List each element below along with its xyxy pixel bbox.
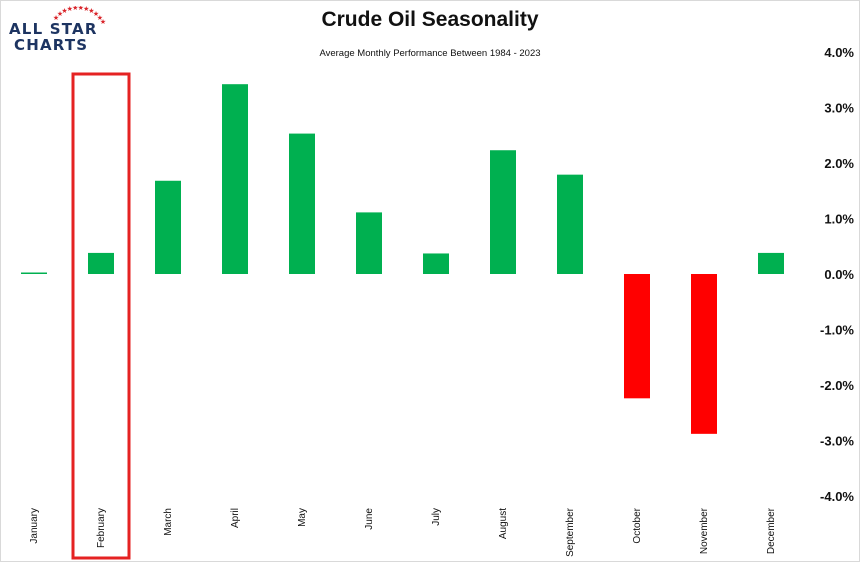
y-tick-label: 4.0% xyxy=(824,45,854,60)
x-tick-label-january: January xyxy=(29,508,40,544)
bar-november xyxy=(691,274,717,434)
y-tick-label: -1.0% xyxy=(820,323,854,338)
bar-september xyxy=(557,174,583,274)
x-tick-label-march: March xyxy=(163,508,174,536)
bar-april xyxy=(222,84,248,274)
bar-october xyxy=(624,274,650,399)
logo-star-icon: ★ xyxy=(100,18,106,26)
x-tick-label-december: December xyxy=(766,507,777,554)
highlight-box xyxy=(71,72,131,560)
bar-january xyxy=(21,272,47,274)
x-tick-label-september: September xyxy=(565,507,576,557)
logo-star-icon: ★ xyxy=(67,6,73,13)
logo-star-icon: ★ xyxy=(88,7,94,15)
bar-march xyxy=(155,180,181,274)
bar-august xyxy=(490,150,516,274)
logo-star-icon: ★ xyxy=(78,6,84,12)
logo-star-icon: ★ xyxy=(53,14,59,22)
x-tick-label-october: October xyxy=(632,507,643,543)
x-tick-label-may: May xyxy=(297,508,308,527)
logo-star-arc: ★★★★ ★ ★ ★★★★★ xyxy=(53,4,106,26)
x-tick-label-november: November xyxy=(699,507,710,554)
y-tick-label: 0.0% xyxy=(824,267,854,282)
y-tick-label: 2.0% xyxy=(824,156,854,171)
logo-star-icon: ★ xyxy=(97,14,103,22)
y-tick-label: -3.0% xyxy=(820,434,854,449)
y-tick-label: 1.0% xyxy=(824,212,854,227)
logo-text-line1: ALL STAR xyxy=(9,20,98,38)
chart-title: Crude Oil Seasonality xyxy=(321,8,539,31)
all-star-charts-logo: ★ ★ ★ ★ ★ ★ ★ ★ ★ ★ ★ ALL STAR CHARTS xyxy=(6,4,110,64)
y-tick-label: -4.0% xyxy=(820,489,854,504)
logo-text-line2: CHARTS xyxy=(14,36,89,54)
x-tick-label-august: August xyxy=(498,508,509,539)
x-tick-label-july: July xyxy=(431,508,442,526)
logo-star-icon: ★ xyxy=(83,6,89,13)
bar-may xyxy=(289,133,315,274)
x-tick-label-february: February xyxy=(96,508,107,548)
logo-star-icon: ★ xyxy=(93,10,99,18)
y-tick-label: -2.0% xyxy=(820,378,854,393)
bar-december xyxy=(758,252,784,274)
logo-star-icon: ★ xyxy=(61,7,67,15)
logo-star-icon: ★ xyxy=(72,6,78,12)
bar-june xyxy=(356,212,382,274)
bar-february xyxy=(88,252,114,274)
chart-subtitle: Average Monthly Performance Between 1984… xyxy=(319,48,541,59)
y-tick-label: 3.0% xyxy=(824,101,854,116)
x-tick-label-june: June xyxy=(364,508,375,530)
x-tick-label-april: April xyxy=(230,508,241,528)
bar-july xyxy=(423,253,449,274)
logo-star-icon: ★ xyxy=(57,10,63,18)
